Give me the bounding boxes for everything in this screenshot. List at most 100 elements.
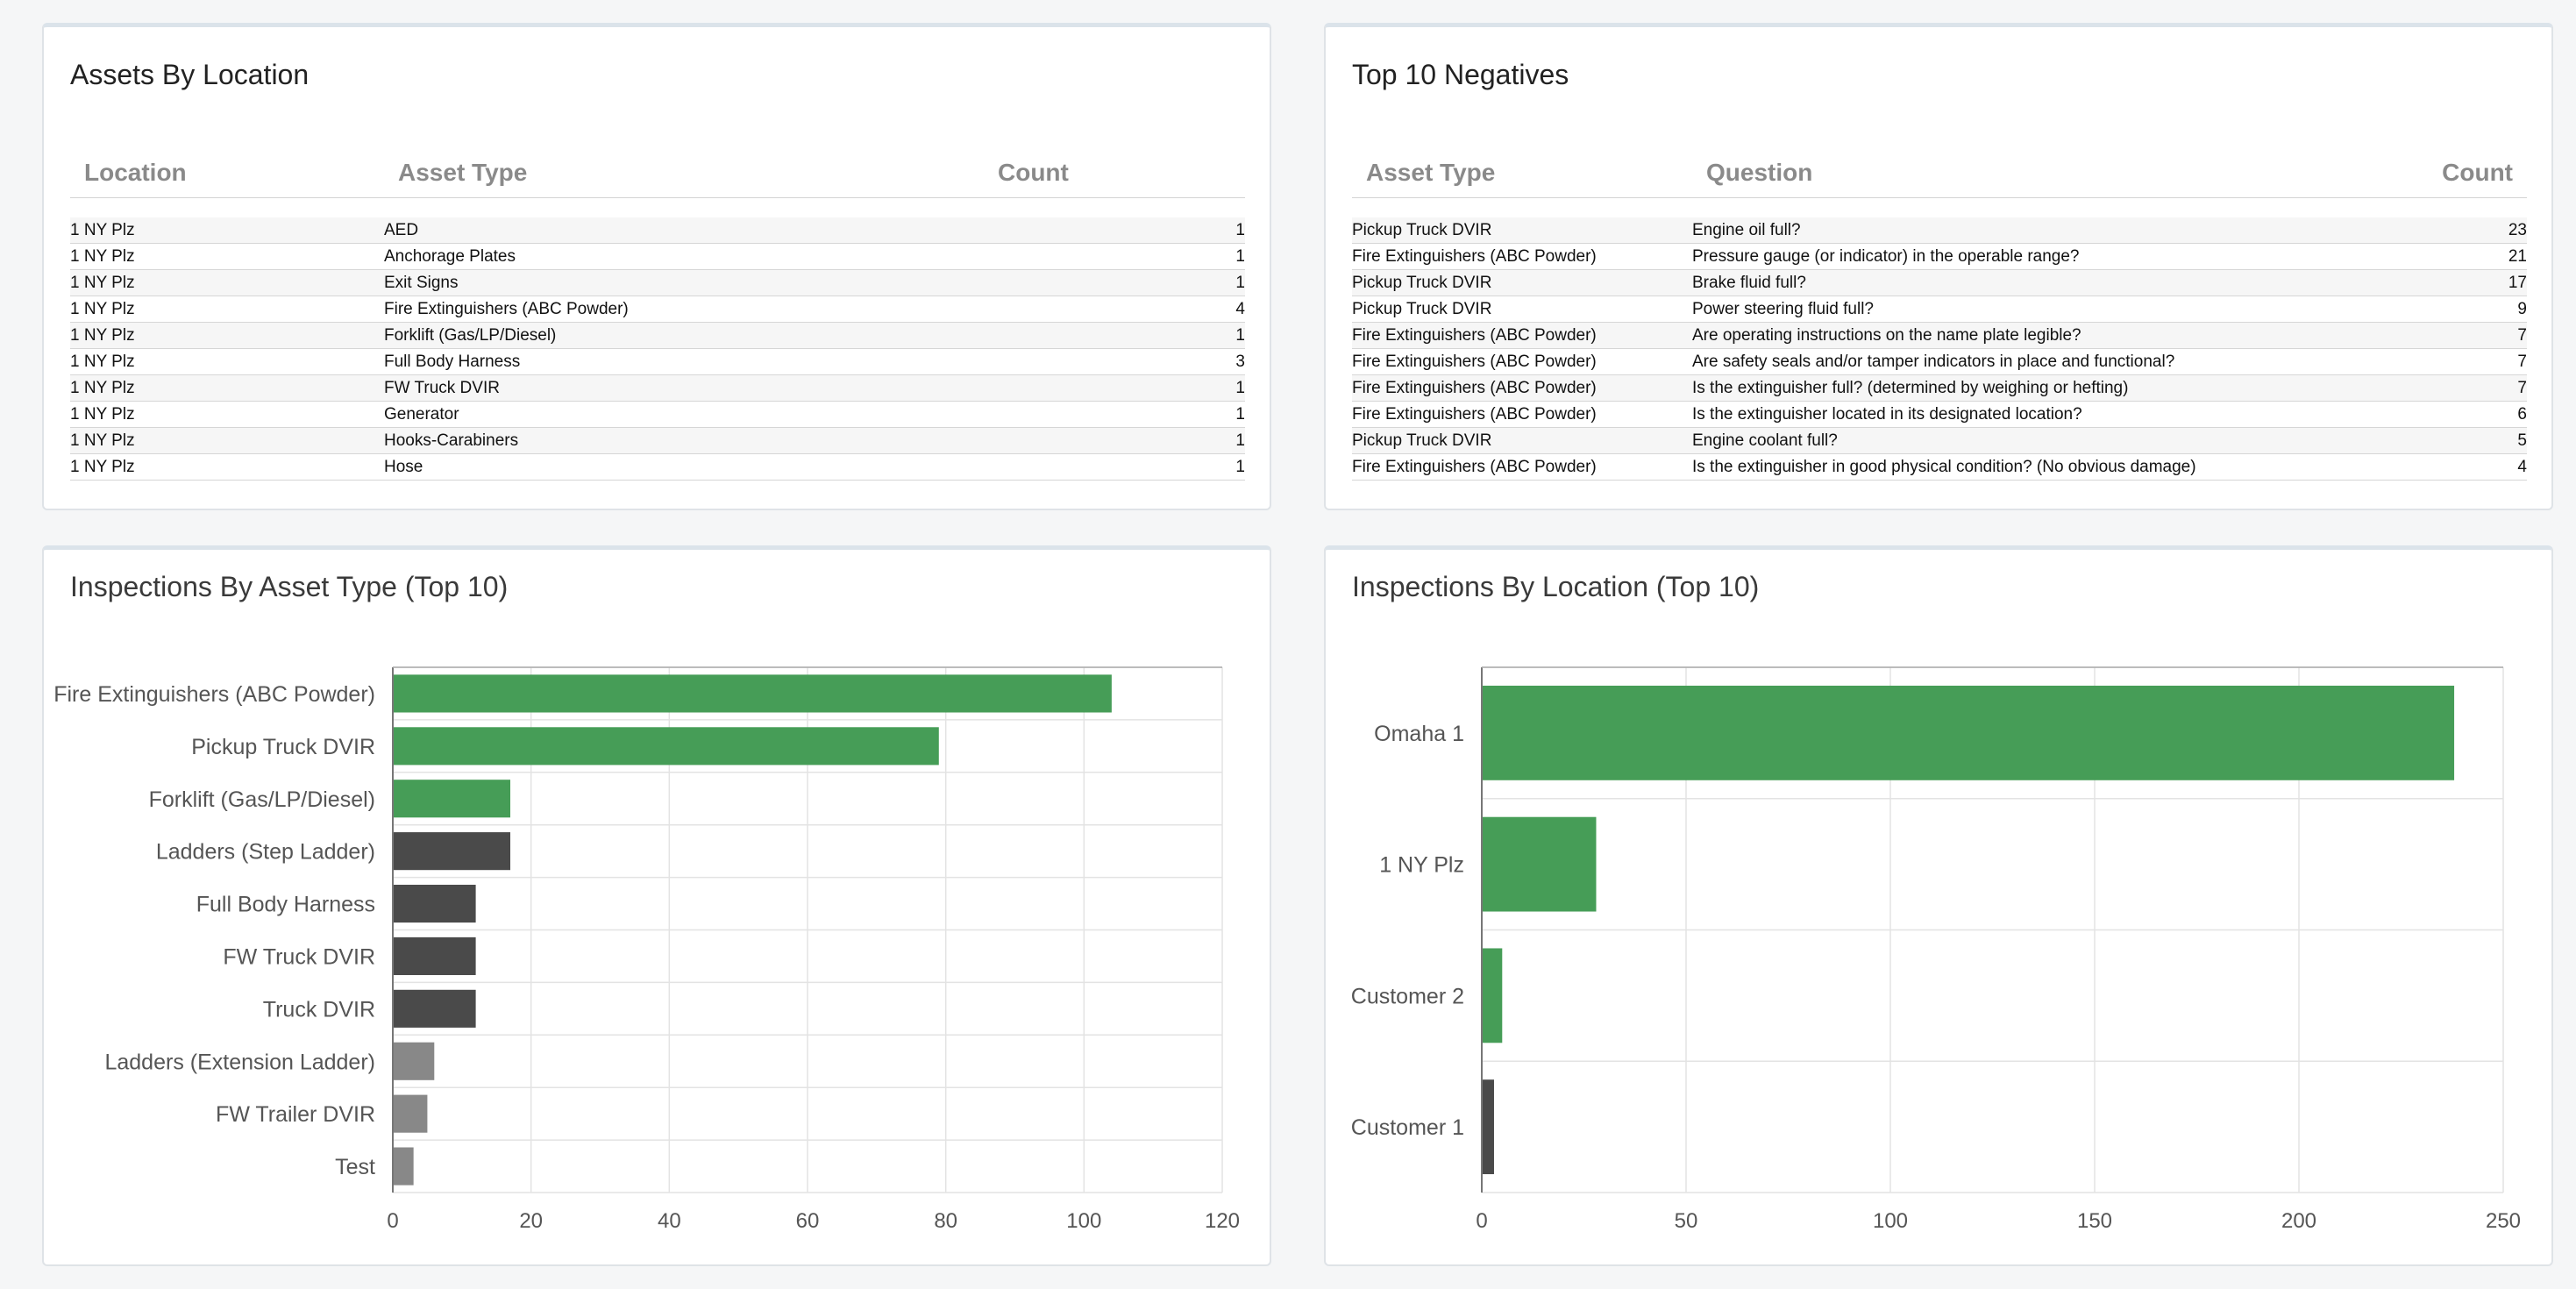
y-tick-label: Forklift (Gas/LP/Diesel) xyxy=(149,787,375,812)
table-row[interactable]: Pickup Truck DVIR Brake fluid full? 17 xyxy=(1352,269,2527,296)
bar xyxy=(394,989,476,1028)
cell-location: 1 NY Plz xyxy=(70,374,384,402)
cell-count: 3 xyxy=(998,348,1245,375)
cell-count: 1 xyxy=(998,374,1245,402)
y-tick-label: Customer 2 xyxy=(1351,984,1464,1008)
table-row[interactable]: 1 NY Plz Anchorage Plates 1 xyxy=(70,243,1245,270)
inspections-by-location-chart: 0 50 100 150 200 250 Omaha 1 1 NY Plz Customer 2… xyxy=(1351,666,2521,1233)
negatives-table: Asset Type Question Count Pickup Truck D… xyxy=(1352,159,2527,481)
x-tick-label: 150 xyxy=(2077,1209,2112,1233)
cell-count: 1 xyxy=(998,243,1245,270)
cell-question: Power steering fluid full? xyxy=(1692,296,2411,323)
x-tick-label: 80 xyxy=(934,1209,957,1233)
table-row[interactable]: Fire Extinguishers (ABC Powder) Are opera… xyxy=(1352,322,2527,349)
bar xyxy=(1483,685,2455,780)
y-tick-label: 1 NY Plz xyxy=(1379,853,1464,878)
bar xyxy=(394,884,476,923)
y-tick-label: Ladders (Step Ladder) xyxy=(156,840,375,865)
cell-count: 1 xyxy=(998,322,1245,349)
x-tick-label: 120 xyxy=(1205,1209,1240,1233)
panel-title: Assets By Location xyxy=(70,59,310,90)
table-row[interactable]: 1 NY Plz Full Body Harness 3 xyxy=(70,348,1245,375)
table-row[interactable]: 1 NY Plz Forklift (Gas/LP/Diesel) 1 xyxy=(70,322,1245,349)
column-header-count[interactable]: Count xyxy=(998,159,1245,198)
table-row[interactable]: 1 NY Plz FW Truck DVIR 1 xyxy=(70,374,1245,402)
cell-asset-type: Fire Extinguishers (ABC Powder) xyxy=(1352,348,1692,375)
cell-question: Are operating instructions on the name p… xyxy=(1692,322,2411,349)
table-row[interactable]: 1 NY Plz Hooks-Carabiners 1 xyxy=(70,427,1245,454)
column-header-question[interactable]: Question xyxy=(1692,159,2411,198)
column-header-count[interactable]: Count xyxy=(2411,159,2527,198)
table-row[interactable]: Pickup Truck DVIR Power steering fluid fu… xyxy=(1352,296,2527,323)
inspections-by-location-panel: Inspections By Location (Top 10) 0 50 100 1… xyxy=(1324,545,2553,1266)
cell-location: 1 NY Plz xyxy=(70,401,384,428)
bar xyxy=(394,1042,435,1080)
table-row[interactable]: 1 NY Plz Generator 1 xyxy=(70,401,1245,428)
cell-asset-type: Pickup Truck DVIR xyxy=(1352,269,1692,296)
bar xyxy=(394,936,476,976)
y-tick-label: Pickup Truck DVIR xyxy=(191,735,375,759)
x-tick-label: 0 xyxy=(387,1209,398,1233)
bar xyxy=(394,1147,414,1186)
table-row[interactable]: 1 NY Plz Exit Signs 1 xyxy=(70,269,1245,296)
column-header-location[interactable]: Location xyxy=(70,159,384,198)
cell-asset-type: Pickup Truck DVIR xyxy=(1352,427,1692,454)
cell-location: 1 NY Plz xyxy=(70,427,384,454)
cell-location: 1 NY Plz xyxy=(70,453,384,481)
table-row[interactable]: 1 NY Plz AED 1 xyxy=(70,217,1245,244)
cell-asset-type: Full Body Harness xyxy=(384,348,998,375)
cell-count: 21 xyxy=(2411,243,2527,270)
cell-question: Is the extinguisher located in its desig… xyxy=(1692,401,2411,428)
x-tick-label: 250 xyxy=(2486,1209,2521,1233)
panel-title: Inspections By Location (Top 10) xyxy=(1352,571,1760,602)
cell-asset-type: Pickup Truck DVIR xyxy=(1352,296,1692,323)
cell-asset-type: FW Truck DVIR xyxy=(384,374,998,402)
cell-count: 7 xyxy=(2411,348,2527,375)
table-row[interactable]: Fire Extinguishers (ABC Powder) Is the ex… xyxy=(1352,401,2527,428)
x-tick-label: 40 xyxy=(658,1209,681,1233)
panel-title: Inspections By Asset Type (Top 10) xyxy=(70,571,509,602)
y-tick-label: Full Body Harness xyxy=(196,893,375,917)
cell-asset-type: Fire Extinguishers (ABC Powder) xyxy=(1352,374,1692,402)
y-tick-label: Test xyxy=(335,1155,375,1179)
cell-question: Engine oil full? xyxy=(1692,217,2411,244)
x-tick-label: 200 xyxy=(2281,1209,2316,1233)
table-row[interactable]: Pickup Truck DVIR Engine coolant full? 5 xyxy=(1352,427,2527,454)
x-tick-label: 50 xyxy=(1675,1209,1698,1233)
cell-count: 5 xyxy=(2411,427,2527,454)
cell-location: 1 NY Plz xyxy=(70,322,384,349)
table-row[interactable]: Fire Extinguishers (ABC Powder) Pressure … xyxy=(1352,243,2527,270)
cell-asset-type: Fire Extinguishers (ABC Powder) xyxy=(384,296,998,323)
cell-asset-type: AED xyxy=(384,217,998,244)
cell-asset-type: Hooks-Carabiners xyxy=(384,427,998,454)
table-row[interactable]: 1 NY Plz Fire Extinguishers (ABC Powder) 4 xyxy=(70,296,1245,323)
column-header-asset-type[interactable]: Asset Type xyxy=(1352,159,1692,198)
bar xyxy=(1483,1079,1494,1175)
column-header-asset-type[interactable]: Asset Type xyxy=(384,159,998,198)
bar xyxy=(394,727,939,766)
inspections-by-asset-type-chart: 0 20 40 60 80 100 120 Fire Extinguishers (ABC P… xyxy=(53,666,1240,1233)
cell-count: 23 xyxy=(2411,217,2527,244)
cell-question: Are safety seals and/or tamper indicator… xyxy=(1692,348,2411,375)
x-tick-label: 100 xyxy=(1873,1209,1908,1233)
y-tick-label: Truck DVIR xyxy=(263,997,375,1022)
table-row[interactable]: Fire Extinguishers (ABC Powder) Is the ex… xyxy=(1352,374,2527,402)
cell-question: Is the extinguisher in good physical con… xyxy=(1692,453,2411,481)
cell-location: 1 NY Plz xyxy=(70,348,384,375)
cell-count: 1 xyxy=(998,453,1245,481)
cell-count: 1 xyxy=(998,217,1245,244)
bar xyxy=(394,832,511,871)
cell-asset-type: Fire Extinguishers (ABC Powder) xyxy=(1352,322,1692,349)
cell-count: 6 xyxy=(2411,401,2527,428)
table-row[interactable]: Fire Extinguishers (ABC Powder) Is the ex… xyxy=(1352,453,2527,481)
bar xyxy=(394,1094,428,1133)
x-tick-label: 100 xyxy=(1066,1209,1101,1233)
cell-count: 7 xyxy=(2411,322,2527,349)
cell-asset-type: Fire Extinguishers (ABC Powder) xyxy=(1352,453,1692,481)
table-row[interactable]: Pickup Truck DVIR Engine oil full? 23 xyxy=(1352,217,2527,244)
cell-location: 1 NY Plz xyxy=(70,269,384,296)
table-row[interactable]: 1 NY Plz Hose 1 xyxy=(70,453,1245,481)
table-row[interactable]: Fire Extinguishers (ABC Powder) Are safet… xyxy=(1352,348,2527,375)
y-tick-label: Customer 1 xyxy=(1351,1115,1464,1140)
panel-title: Top 10 Negatives xyxy=(1352,59,1569,90)
